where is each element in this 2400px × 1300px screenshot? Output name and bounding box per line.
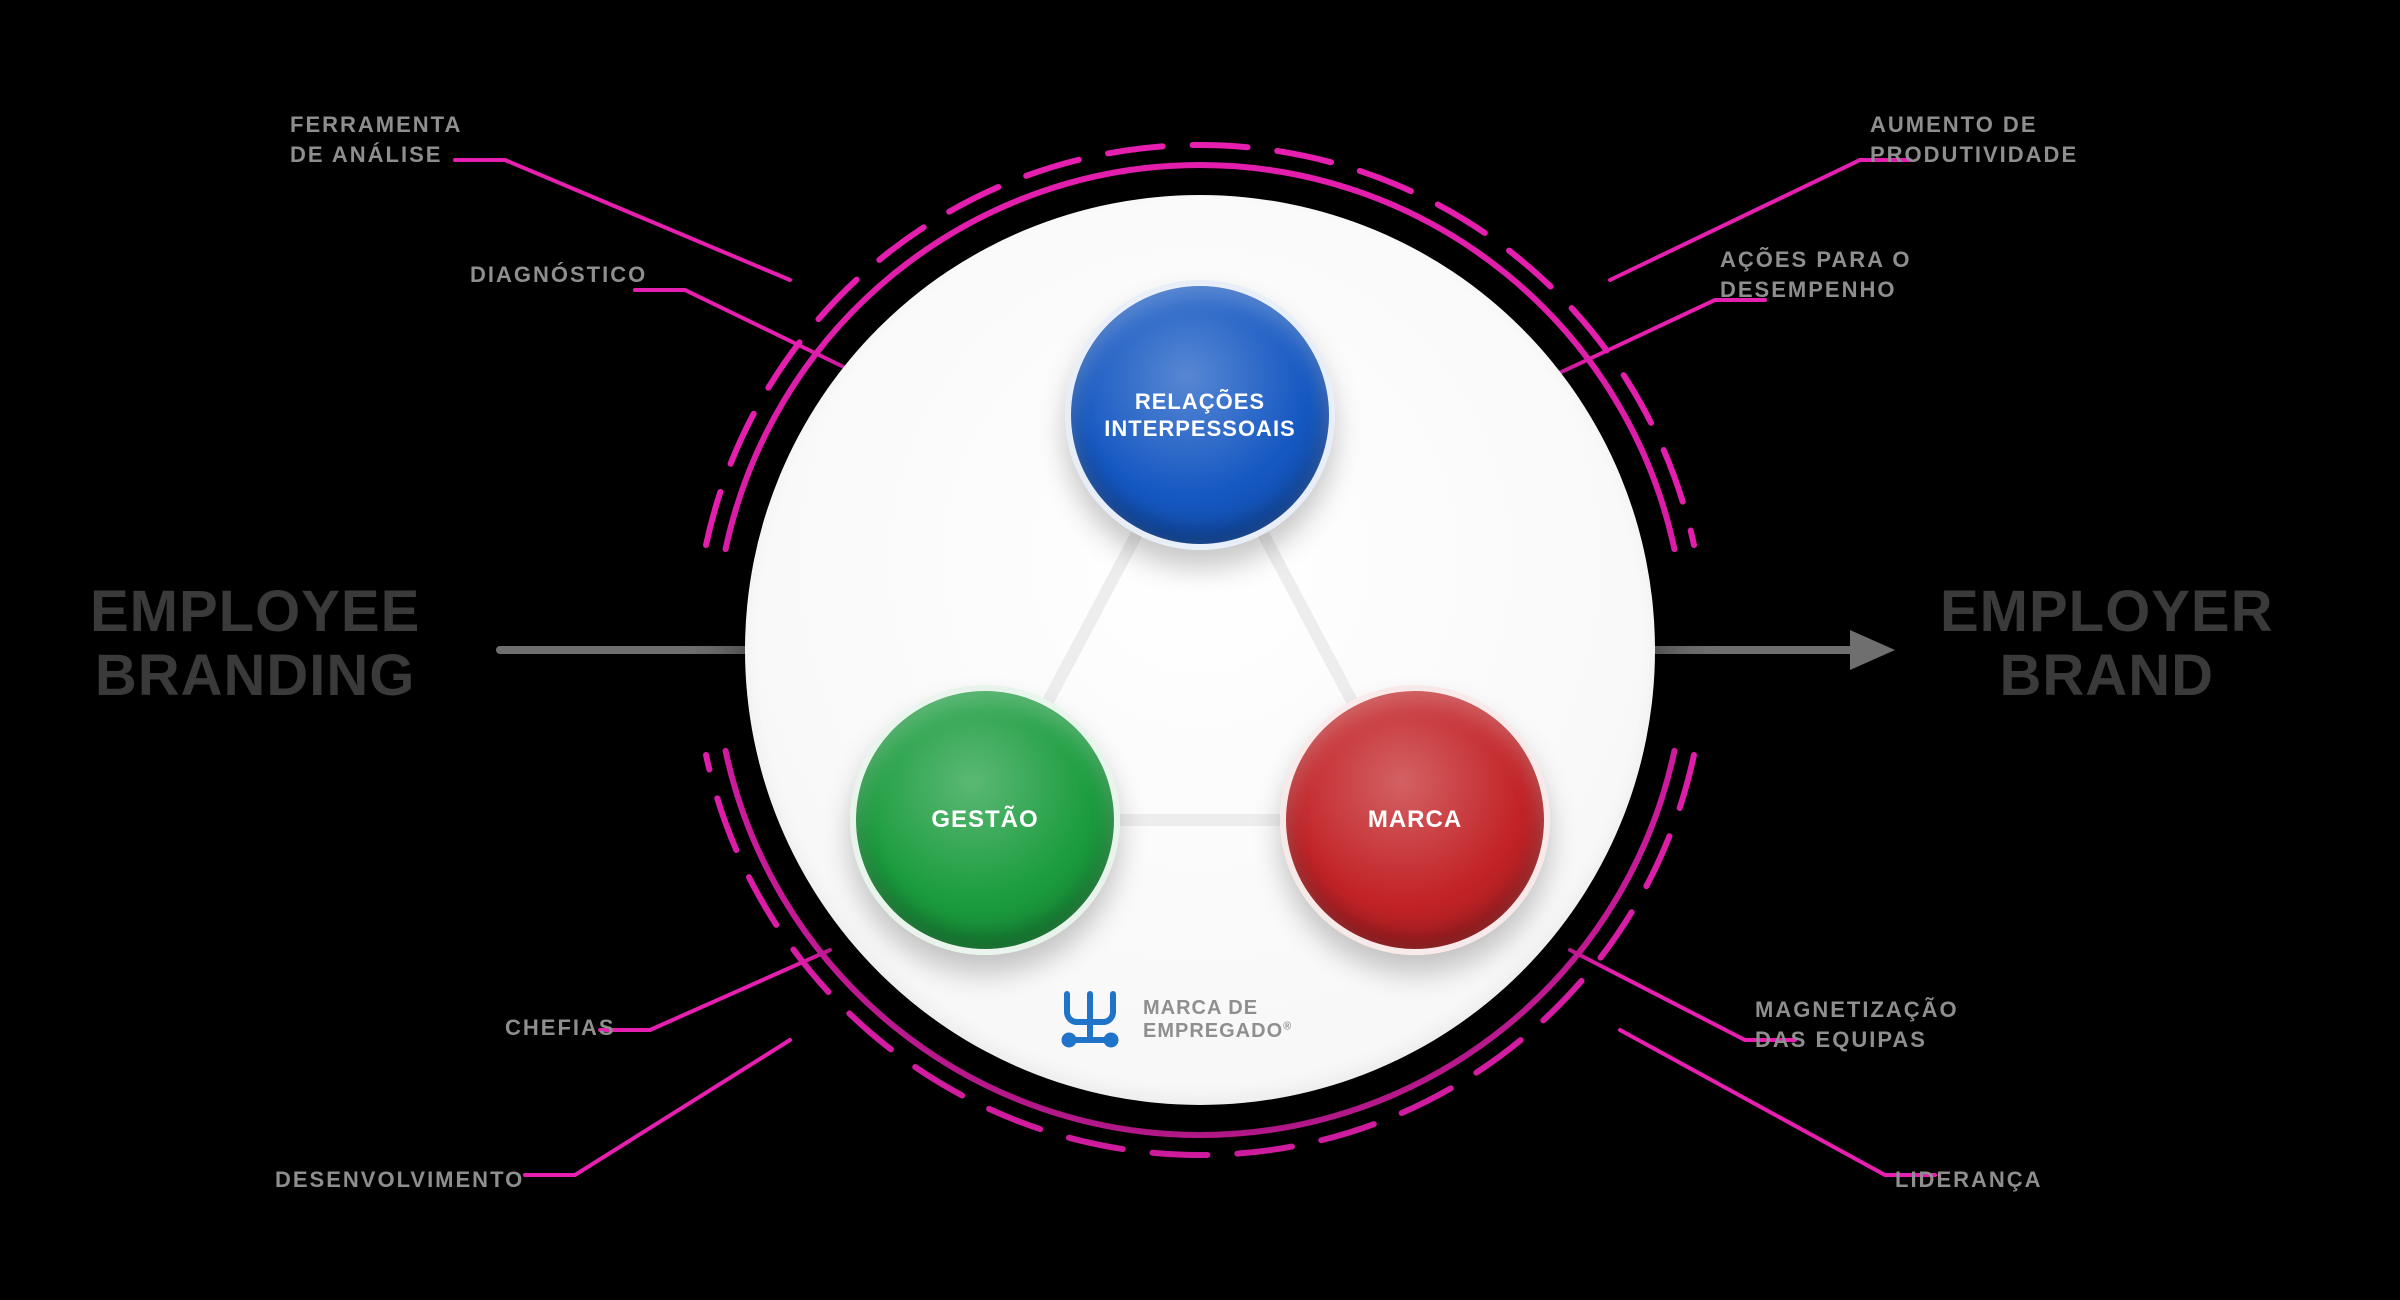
callout-diagnostico-l1: DIAGNÓSTICO [470,260,647,290]
callout-line-acoes [1555,300,1765,375]
callout-acoes-l2: DESEMPENHO [1720,275,1911,305]
flow-arrow-head [1850,630,1895,670]
node-gestao: GESTÃO [850,685,1120,955]
left-title-l2: BRANDING [90,644,420,708]
callout-acoes-l1: AÇÕES PARA O [1720,245,1911,275]
logo: MARCA DEEMPREGADO® [1055,990,1292,1050]
callout-aumento: AUMENTO DEPRODUTIVIDADE [1870,110,2078,169]
callout-line-diagnostico [635,290,850,370]
callout-diagnostico: DIAGNÓSTICO [470,260,647,290]
logo-mark-icon [1055,990,1125,1050]
callout-magnet-l2: DAS EQUIPAS [1755,1025,1959,1055]
callout-lideranca: LIDERANÇA [1895,1165,2043,1195]
left-title: EMPLOYEEBRANDING [90,580,420,708]
node-gestao-label: GESTÃO [931,805,1038,835]
callout-ferramenta: FERRAMENTADE ANÁLISE [290,110,462,169]
callout-ferramenta-l1: FERRAMENTA [290,110,462,140]
callout-magnet-l1: MAGNETIZAÇÃO [1755,995,1959,1025]
logo-text-l1: MARCA DE [1143,997,1292,1020]
callout-desenv: DESENVOLVIMENTO [275,1165,524,1195]
node-marca-label: MARCA [1368,805,1462,835]
node-marca: MARCA [1280,685,1550,955]
callout-chefias-l1: CHEFIAS [505,1013,616,1043]
callout-acoes: AÇÕES PARA ODESEMPENHO [1720,245,1911,304]
callout-aumento-l2: PRODUTIVIDADE [1870,140,2078,170]
callout-aumento-l1: AUMENTO DE [1870,110,2078,140]
logo-text-l2: EMPREGADO® [1143,1020,1292,1043]
callout-chefias: CHEFIAS [505,1013,616,1043]
callout-ferramenta-l2: DE ANÁLISE [290,140,462,170]
node-relacoes: RELAÇÕES INTERPESSOAIS [1065,280,1335,550]
right-title-l2: BRAND [1940,644,2274,708]
callout-line-desenv [525,1040,790,1175]
callout-lideranca-l1: LIDERANÇA [1895,1165,2043,1195]
left-title-l1: EMPLOYEE [90,580,420,644]
right-title: EMPLOYERBRAND [1940,580,2274,708]
right-title-l1: EMPLOYER [1940,580,2274,644]
callout-line-chefias [600,950,830,1030]
node-relacoes-label: RELAÇÕES INTERPESSOAIS [1104,388,1295,443]
callout-desenv-l1: DESENVOLVIMENTO [275,1165,524,1195]
logo-text: MARCA DEEMPREGADO® [1143,997,1292,1043]
callout-magnet: MAGNETIZAÇÃODAS EQUIPAS [1755,995,1959,1054]
